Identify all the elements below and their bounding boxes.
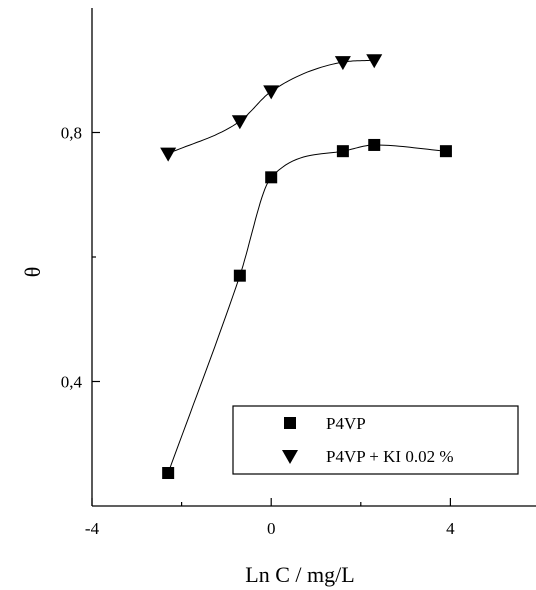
y-tick-label: 0,4 bbox=[61, 373, 83, 392]
x-tick-label: 0 bbox=[267, 519, 276, 538]
data-point-series-2 bbox=[263, 85, 280, 100]
y-tick-label: 0,8 bbox=[61, 124, 82, 143]
data-point-series-2 bbox=[334, 56, 351, 71]
legend-label-series-2: P4VP + KI 0.02 % bbox=[326, 447, 454, 466]
data-point-series-1 bbox=[265, 171, 278, 184]
fit-curve-series-2 bbox=[167, 59, 375, 155]
legend-marker-series-1 bbox=[284, 417, 296, 429]
legend-label-series-1: P4VP bbox=[326, 414, 366, 433]
data-point-series-1 bbox=[233, 269, 246, 282]
x-tick-label: -4 bbox=[85, 519, 100, 538]
x-axis-label: Ln C / mg/L bbox=[245, 562, 354, 587]
legend: P4VP P4VP + KI 0.02 % bbox=[232, 405, 519, 475]
x-tick-label: 4 bbox=[446, 519, 455, 538]
fit-curve-series-1 bbox=[167, 144, 446, 474]
y-axis-label: θ bbox=[20, 267, 45, 278]
axes: -4 0 4 0,4 0,8 bbox=[61, 8, 536, 538]
legend-marker-series-2 bbox=[282, 450, 298, 464]
data-point-series-2 bbox=[160, 147, 177, 162]
data-point-series-1 bbox=[439, 145, 452, 158]
data-point-series-2 bbox=[231, 115, 248, 130]
data-point-series-1 bbox=[336, 145, 349, 158]
legend-box bbox=[232, 405, 519, 475]
data-point-series-2 bbox=[366, 54, 383, 69]
data-points bbox=[160, 54, 452, 480]
data-point-series-1 bbox=[162, 467, 175, 480]
data-point-series-1 bbox=[368, 138, 381, 151]
